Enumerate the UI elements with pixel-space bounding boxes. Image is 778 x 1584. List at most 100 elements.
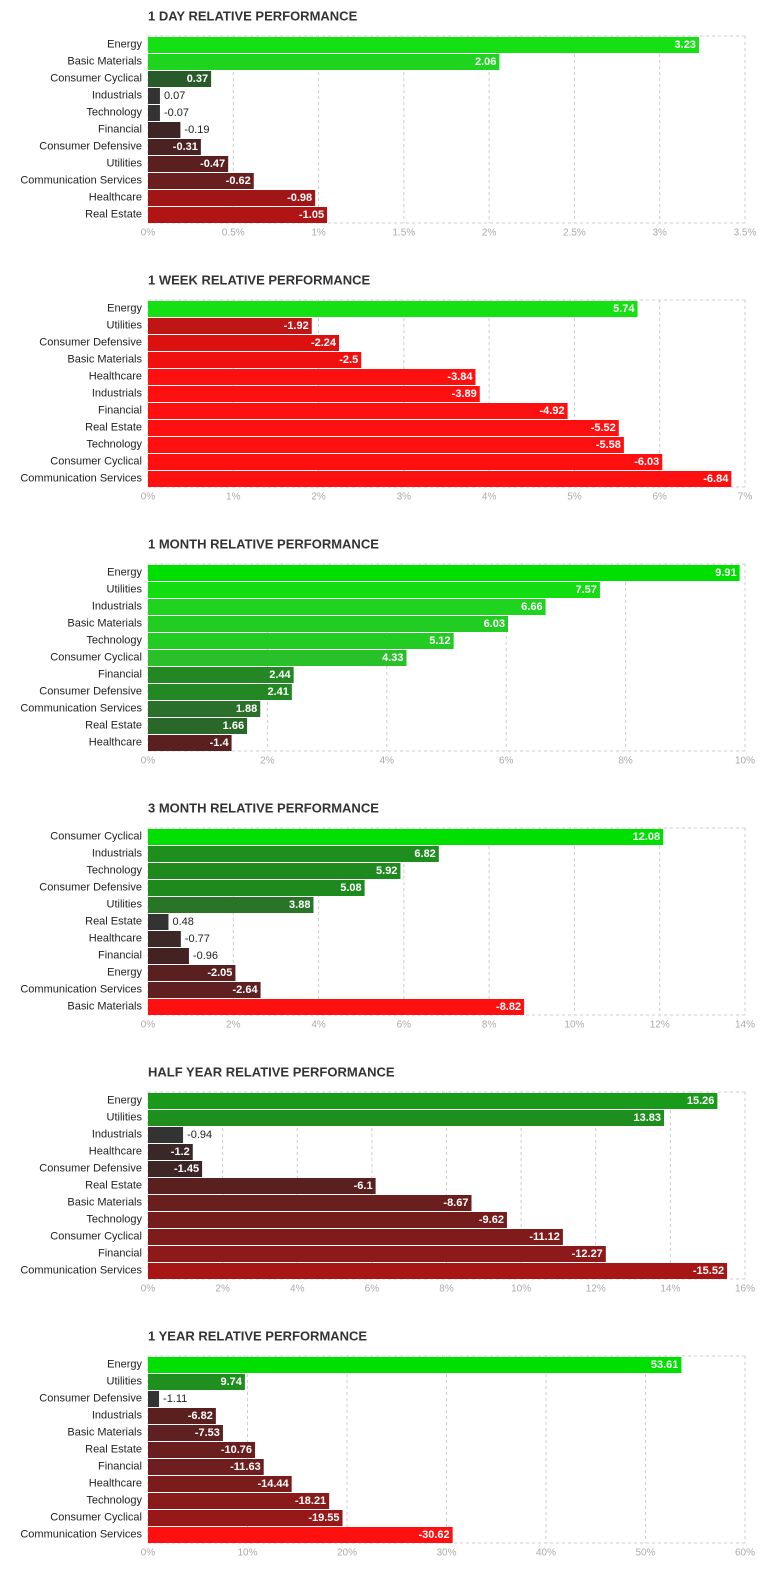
value-label: -6.82: [188, 1410, 213, 1422]
chart-title: 1 YEAR RELATIVE PERFORMANCE: [148, 1328, 367, 1343]
value-label: -0.62: [226, 175, 251, 187]
bar: [148, 684, 292, 700]
bar: [148, 207, 328, 223]
x-tick-label: 20%: [337, 1548, 357, 1559]
value-label: -0.77: [185, 933, 210, 945]
x-tick-label: 2%: [311, 492, 326, 503]
category-label: Basic Materials: [67, 1000, 142, 1012]
bar: [148, 71, 212, 87]
bar: [148, 914, 169, 930]
x-tick-label: 7%: [738, 492, 753, 503]
value-label: -1.92: [284, 320, 309, 332]
value-label: -4.92: [540, 405, 565, 417]
category-label: Energy: [107, 966, 142, 978]
category-label: Communication Services: [20, 1264, 142, 1276]
x-tick-label: 10%: [735, 756, 755, 767]
category-label: Basic Materials: [67, 1196, 142, 1208]
bar: [148, 718, 248, 734]
category-label: Utilities: [107, 157, 143, 169]
category-label: Industrials: [92, 600, 143, 612]
bar: [148, 616, 508, 632]
value-label: -3.89: [452, 388, 477, 400]
category-label: Consumer Defensive: [39, 1162, 142, 1174]
value-label: -2.64: [232, 984, 258, 996]
value-label: -6.84: [703, 473, 729, 485]
bar: [148, 1476, 292, 1492]
bar: [148, 386, 480, 402]
category-label: Healthcare: [89, 1145, 142, 1157]
category-label: Communication Services: [20, 472, 142, 484]
bar: [148, 1357, 682, 1373]
bar: [148, 1527, 453, 1543]
category-label: Financial: [98, 668, 142, 680]
value-label: 0.48: [172, 916, 193, 928]
value-label: 3.88: [289, 899, 310, 911]
value-label: -5.52: [591, 422, 616, 434]
category-label: Real Estate: [85, 1443, 142, 1455]
bar: [148, 437, 624, 453]
bar: [148, 301, 638, 317]
chart-title: HALF YEAR RELATIVE PERFORMANCE: [148, 1064, 395, 1079]
category-label: Technology: [86, 1213, 142, 1225]
value-label: -0.19: [184, 124, 209, 136]
value-label: -9.62: [479, 1214, 504, 1226]
value-label: -0.47: [200, 158, 225, 170]
category-label: Consumer Cyclical: [50, 651, 142, 663]
bar: [148, 633, 454, 649]
value-label: -1.11: [163, 1393, 187, 1405]
bar: [148, 1510, 343, 1526]
bar: [148, 1144, 193, 1160]
bar: [148, 846, 439, 862]
value-label: 1.88: [236, 703, 257, 715]
value-label: -1.4: [210, 737, 230, 749]
value-label: -2.05: [207, 967, 232, 979]
category-label: Real Estate: [85, 915, 142, 927]
category-label: Healthcare: [89, 736, 142, 748]
value-label: 5.92: [376, 865, 397, 877]
x-tick-label: 12%: [586, 1284, 606, 1295]
value-label: -2.5: [339, 354, 358, 366]
value-label: -15.52: [693, 1265, 724, 1277]
category-label: Utilities: [107, 898, 143, 910]
value-label: 13.83: [634, 1112, 662, 1124]
value-label: -0.31: [173, 141, 198, 153]
x-tick-label: 10%: [511, 1284, 531, 1295]
value-label: -0.98: [287, 192, 312, 204]
value-label: -14.44: [257, 1478, 289, 1490]
x-tick-label: 0%: [141, 1020, 156, 1031]
bar: [148, 1178, 376, 1194]
x-tick-label: 50%: [635, 1548, 655, 1559]
bar: [148, 982, 261, 998]
value-label: 12.08: [633, 831, 661, 843]
category-label: Consumer Cyclical: [50, 1511, 142, 1523]
category-label: Technology: [86, 106, 142, 118]
x-tick-label: 0%: [141, 756, 156, 767]
x-tick-label: 3.5%: [734, 228, 757, 239]
x-tick-label: 14%: [660, 1284, 680, 1295]
x-tick-label: 30%: [436, 1548, 456, 1559]
x-tick-label: 1%: [226, 492, 241, 503]
bar: [148, 1425, 223, 1441]
x-tick-label: 2%: [226, 1020, 241, 1031]
chart-title: 3 MONTH RELATIVE PERFORMANCE: [148, 800, 379, 815]
category-label: Healthcare: [89, 191, 142, 203]
bar: [148, 650, 407, 666]
bar: [148, 1229, 563, 1245]
value-label: -6.1: [354, 1180, 373, 1192]
value-label: 3.23: [675, 39, 696, 51]
bar: [148, 829, 664, 845]
x-tick-label: 4%: [311, 1020, 326, 1031]
bar: [148, 1093, 718, 1109]
bar: [148, 454, 663, 470]
category-label: Communication Services: [20, 702, 142, 714]
value-label: -5.58: [596, 439, 621, 451]
bar: [148, 897, 314, 913]
value-label: -7.53: [195, 1427, 220, 1439]
value-label: -0.07: [164, 107, 189, 119]
x-tick-label: 16%: [735, 1284, 755, 1295]
x-tick-label: 0%: [141, 492, 156, 503]
x-tick-label: 6%: [365, 1284, 380, 1295]
category-label: Financial: [98, 1460, 142, 1472]
x-tick-label: 1.5%: [392, 228, 415, 239]
category-label: Consumer Defensive: [39, 336, 142, 348]
